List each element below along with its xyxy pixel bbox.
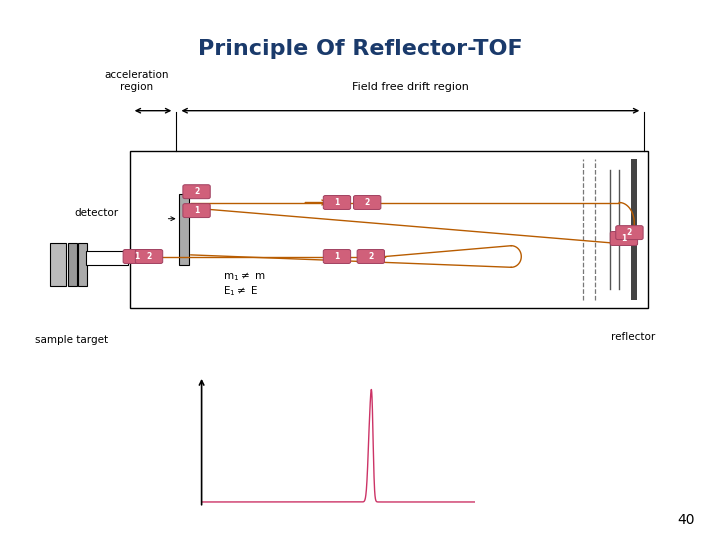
FancyBboxPatch shape xyxy=(123,249,150,264)
Text: Principle Of Reflector-TOF: Principle Of Reflector-TOF xyxy=(198,38,522,59)
Text: detector: detector xyxy=(75,208,119,218)
Text: 1: 1 xyxy=(194,206,199,215)
FancyBboxPatch shape xyxy=(354,195,381,210)
FancyBboxPatch shape xyxy=(616,226,643,240)
Bar xyxy=(130,151,648,308)
FancyBboxPatch shape xyxy=(611,232,638,246)
Text: reflector: reflector xyxy=(611,333,656,342)
Text: Field free drift region: Field free drift region xyxy=(352,82,469,92)
Text: 1: 1 xyxy=(334,252,340,261)
FancyBboxPatch shape xyxy=(183,204,210,218)
Text: 2: 2 xyxy=(194,187,199,196)
Bar xyxy=(179,194,189,265)
Bar xyxy=(78,243,87,286)
Text: E$_1$$\neq$ E: E$_1$$\neq$ E xyxy=(223,285,258,299)
Text: m$_1$$\neq$ m: m$_1$$\neq$ m xyxy=(223,271,266,284)
Bar xyxy=(86,251,128,265)
Text: 2: 2 xyxy=(146,252,152,261)
Bar xyxy=(50,243,66,286)
FancyBboxPatch shape xyxy=(357,249,384,264)
Text: acceleration
region: acceleration region xyxy=(104,70,169,92)
Bar xyxy=(68,243,77,286)
FancyBboxPatch shape xyxy=(323,249,351,264)
Bar xyxy=(631,159,637,300)
FancyBboxPatch shape xyxy=(183,185,210,199)
Text: 1: 1 xyxy=(134,252,140,261)
Text: 2: 2 xyxy=(364,198,370,207)
Text: 2: 2 xyxy=(627,228,632,237)
Text: sample target: sample target xyxy=(35,335,109,345)
FancyBboxPatch shape xyxy=(323,195,351,210)
Text: 2: 2 xyxy=(368,252,374,261)
Text: 1: 1 xyxy=(334,198,340,207)
Text: 1: 1 xyxy=(621,234,626,243)
Text: 40: 40 xyxy=(678,512,695,526)
FancyBboxPatch shape xyxy=(135,249,163,264)
